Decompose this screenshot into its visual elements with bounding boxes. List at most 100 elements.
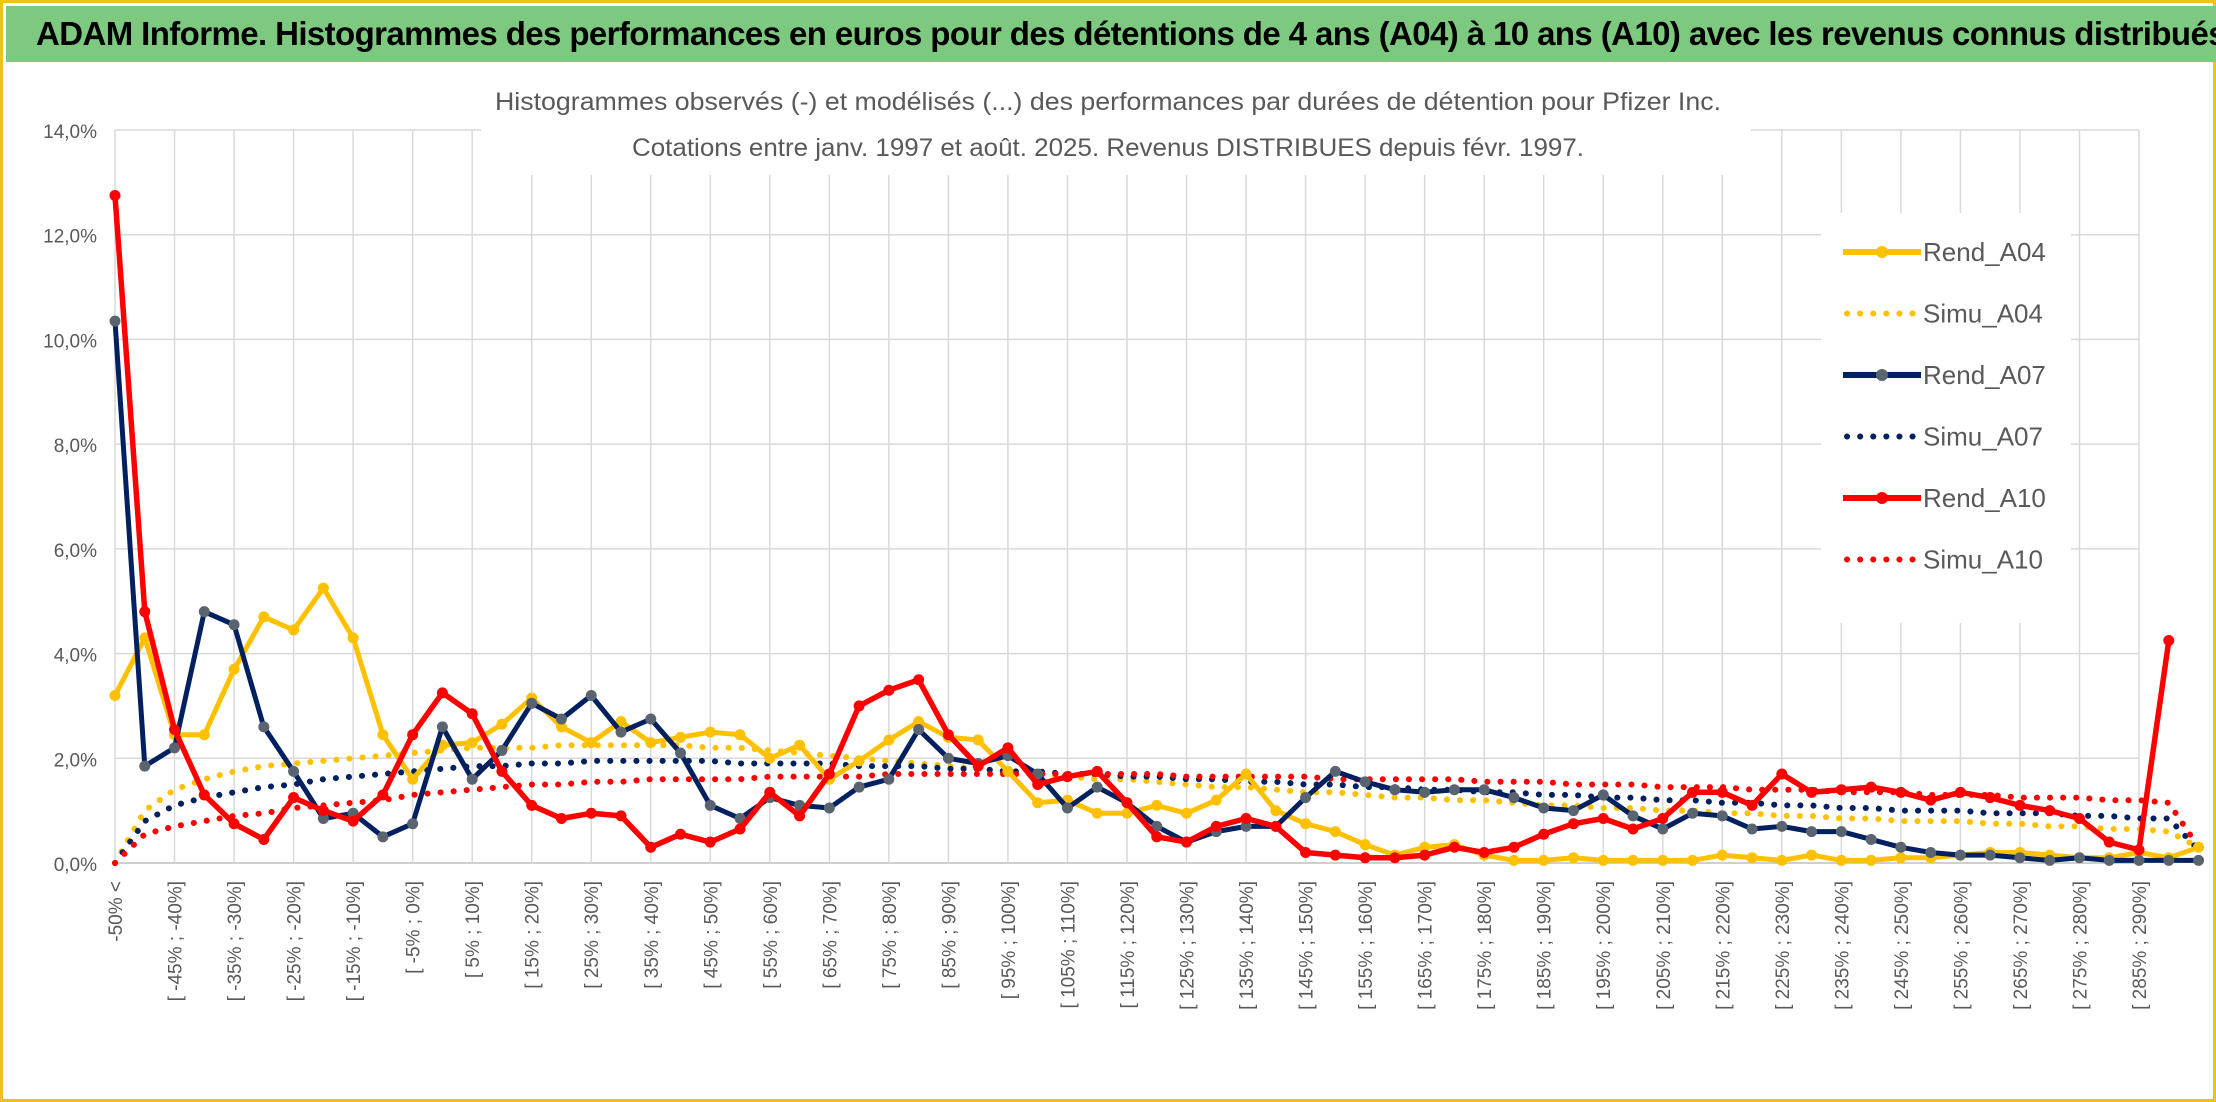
data-point-rend-a04 xyxy=(1359,839,1371,851)
data-point-rend-a07 xyxy=(1478,784,1490,796)
data-point-rend-a07 xyxy=(377,831,389,843)
data-point-rend-a04 xyxy=(1835,854,1847,866)
data-point-rend-a10 xyxy=(2073,812,2085,824)
data-point-rend-a07 xyxy=(1032,768,1044,780)
x-axis-ticks: -50% < [ -45% ; -40%] [ -35% ; -30%] [ -25%… xyxy=(106,881,2151,1010)
x-tick-label: [ 65% ; 70%] xyxy=(820,881,841,989)
data-point-rend-a10 xyxy=(734,823,746,835)
data-point-rend-a07 xyxy=(2103,854,2115,866)
title-banner: ADAM Informe. Histogrammes des performan… xyxy=(6,6,2216,62)
data-point-rend-a10 xyxy=(1597,812,1609,824)
data-point-rend-a04 xyxy=(1002,765,1014,777)
y-tick-label: 10,0% xyxy=(43,331,97,352)
data-point-rend-a10 xyxy=(1984,792,1996,804)
data-point-rend-a04 xyxy=(853,755,865,767)
data-point-rend-a10 xyxy=(1746,799,1758,811)
data-point-rend-a04 xyxy=(1300,818,1312,830)
data-point-rend-a07 xyxy=(2193,854,2205,866)
data-point-rend-a04 xyxy=(198,729,210,741)
data-point-rend-a07 xyxy=(198,606,210,618)
data-point-rend-a07 xyxy=(1091,781,1103,793)
data-point-rend-a07 xyxy=(704,799,716,811)
data-point-rend-a07 xyxy=(1984,849,1996,861)
data-point-rend-a10 xyxy=(2014,799,2026,811)
x-tick-label: [ 205% ; 210%] xyxy=(1654,881,1675,1010)
data-point-rend-a07 xyxy=(1508,792,1520,804)
data-point-rend-a10 xyxy=(228,818,240,830)
data-point-rend-a07 xyxy=(1329,765,1341,777)
data-point-rend-a10 xyxy=(555,812,567,824)
data-point-rend-a04 xyxy=(1329,826,1341,838)
data-point-rend-a07 xyxy=(823,802,835,814)
data-point-rend-a10 xyxy=(1151,831,1163,843)
data-point-rend-a10 xyxy=(1865,781,1877,793)
data-point-rend-a10 xyxy=(2103,836,2115,848)
data-point-rend-a07 xyxy=(2014,852,2026,864)
x-tick-label: -50% < xyxy=(106,881,127,942)
data-point-rend-a10 xyxy=(258,833,270,845)
x-tick-label: [ 265% ; 270%] xyxy=(2011,881,2032,1010)
data-point-rend-a07 xyxy=(2163,854,2175,866)
x-tick-label: [ 215% ; 220%] xyxy=(1713,881,1734,1010)
legend-label-simu-a04: Simu_A04 xyxy=(1923,299,2043,329)
y-tick-label: 8,0% xyxy=(54,436,97,457)
data-point-rend-a04 xyxy=(704,726,716,738)
data-point-rend-a10 xyxy=(139,606,151,618)
data-point-rend-a04 xyxy=(2193,841,2205,853)
data-point-rend-a10 xyxy=(436,687,448,699)
data-point-rend-a10 xyxy=(2133,844,2145,856)
data-point-rend-a07 xyxy=(496,744,508,756)
data-point-rend-a04 xyxy=(1716,849,1728,861)
legend-label-simu-a07: Simu_A07 xyxy=(1923,422,2043,452)
data-point-rend-a07 xyxy=(288,765,300,777)
x-tick-label: [ 115% ; 120%] xyxy=(1118,881,1139,1008)
data-point-rend-a07 xyxy=(466,773,478,785)
data-point-rend-a10 xyxy=(2163,634,2175,646)
data-point-rend-a10 xyxy=(704,836,716,848)
data-point-rend-a07 xyxy=(1687,807,1699,819)
data-point-rend-a10 xyxy=(585,807,597,819)
data-point-rend-a07 xyxy=(1300,792,1312,804)
legend-label-rend-a10: Rend_A10 xyxy=(1923,483,2046,513)
data-point-rend-a07 xyxy=(883,773,895,785)
x-tick-label: [ 245% ; 250%] xyxy=(1892,881,1913,1010)
data-point-rend-a10 xyxy=(883,684,895,696)
data-point-rend-a10 xyxy=(169,723,181,735)
data-point-rend-a04 xyxy=(764,752,776,764)
data-point-rend-a07 xyxy=(1746,823,1758,835)
data-point-rend-a04 xyxy=(675,731,687,743)
data-point-rend-a10 xyxy=(645,841,657,853)
series-line-rend-a04 xyxy=(112,585,2200,863)
data-point-rend-a07 xyxy=(1419,786,1431,798)
data-point-rend-a04 xyxy=(1567,852,1579,864)
data-point-rend-a07 xyxy=(139,760,151,772)
data-point-rend-a10 xyxy=(377,789,389,801)
x-tick-label: [ 275% ; 280%] xyxy=(2070,881,2091,1010)
data-point-rend-a10 xyxy=(1538,828,1550,840)
data-point-rend-a10 xyxy=(675,828,687,840)
data-point-rend-a07 xyxy=(1806,826,1818,838)
data-point-rend-a04 xyxy=(1091,807,1103,819)
data-point-rend-a04 xyxy=(1687,854,1699,866)
data-point-rend-a07 xyxy=(2073,852,2085,864)
data-point-rend-a04 xyxy=(734,729,746,741)
data-point-rend-a07 xyxy=(645,713,657,725)
data-point-rend-a04 xyxy=(645,737,657,749)
data-point-rend-a10 xyxy=(972,760,984,772)
data-point-rend-a10 xyxy=(764,786,776,798)
y-tick-label: 4,0% xyxy=(54,646,97,667)
data-point-rend-a10 xyxy=(1061,771,1073,783)
x-tick-label: [ 15% ; 20%] xyxy=(523,881,544,989)
title-background xyxy=(481,65,1751,175)
data-point-rend-a10 xyxy=(109,189,121,201)
data-point-rend-a07 xyxy=(1538,802,1550,814)
data-point-rend-a07 xyxy=(734,812,746,824)
x-tick-label: [ 85% ; 90%] xyxy=(939,881,960,989)
data-point-rend-a07 xyxy=(675,747,687,759)
x-tick-label: [ 75% ; 80%] xyxy=(880,881,901,989)
data-point-rend-a10 xyxy=(1448,841,1460,853)
data-point-rend-a10 xyxy=(1359,852,1371,864)
x-tick-label: [ -5% ; 0%] xyxy=(404,881,425,974)
data-point-rend-a10 xyxy=(1210,820,1222,832)
